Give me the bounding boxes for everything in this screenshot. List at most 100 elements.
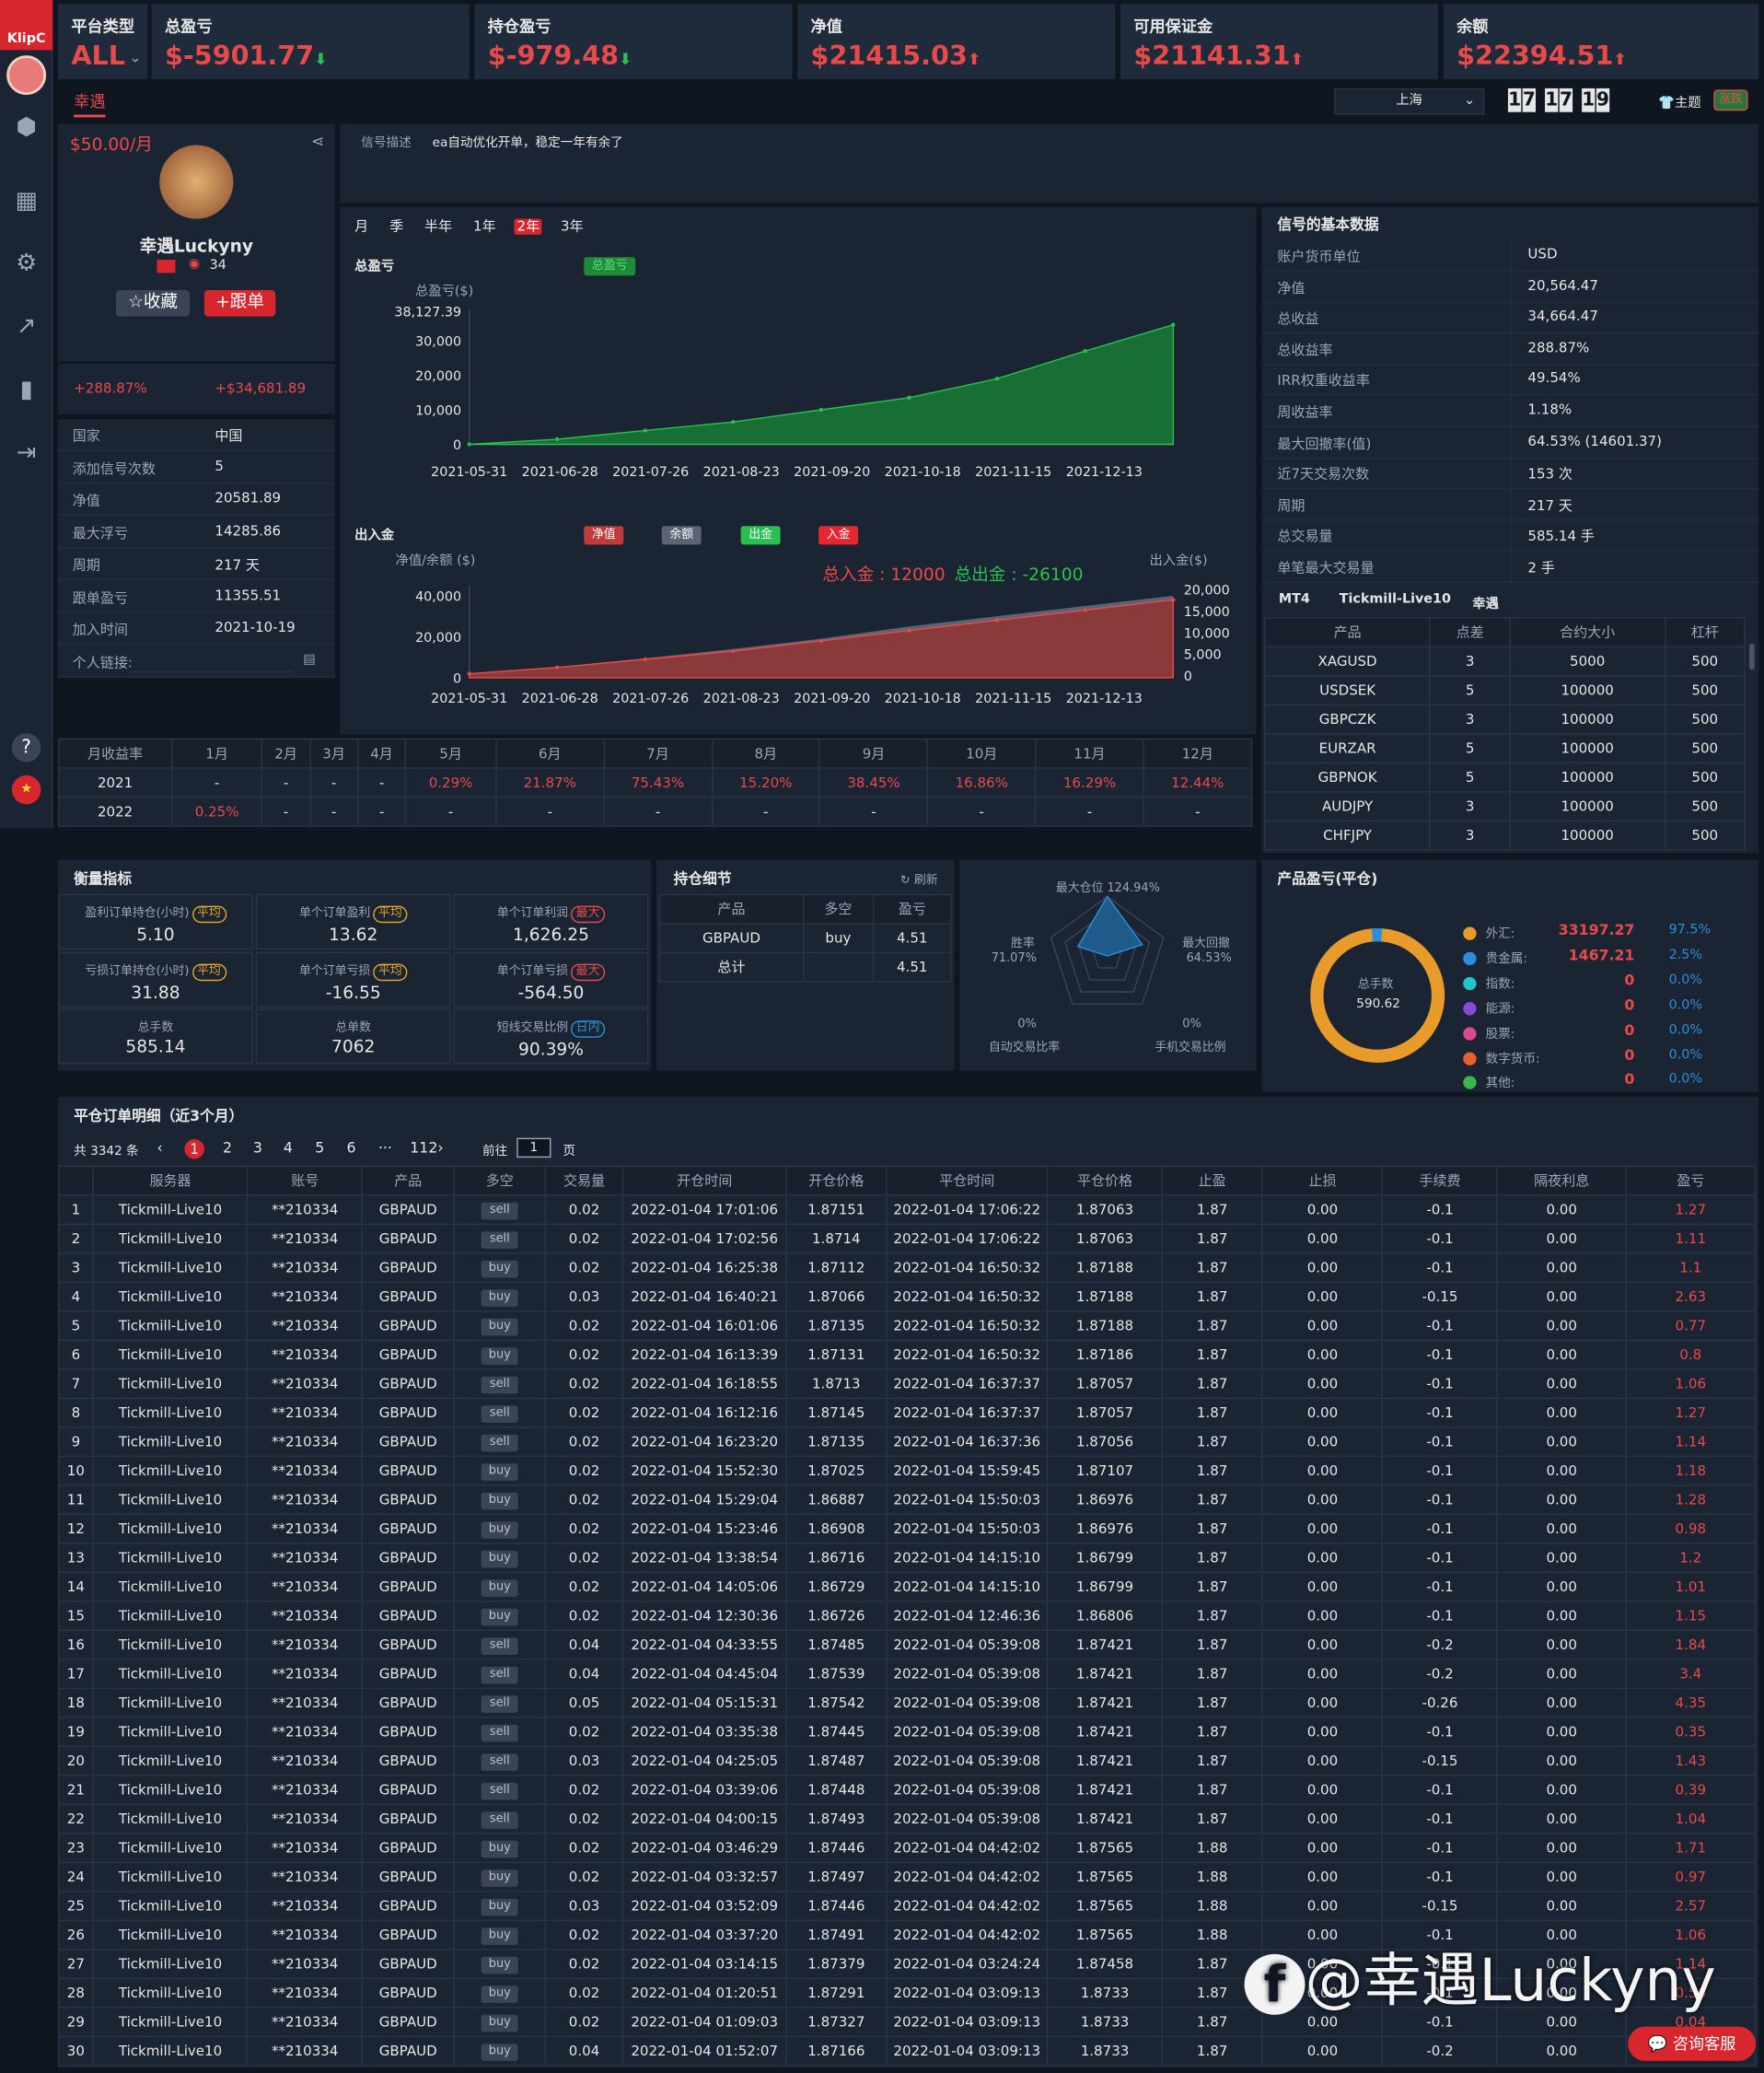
favorite-button[interactable]: ☆收藏: [115, 289, 191, 317]
orders-cell: 0.00: [1496, 1194, 1627, 1226]
table-row[interactable]: 5 Tickmill-Live10 **210334 GBPAUD buy 0.02 202…: [57, 1310, 1757, 1342]
table-row[interactable]: 3 Tickmill-Live10 **210334 GBPAUD buy 0.02 202…: [57, 1252, 1757, 1284]
page-button[interactable]: 3: [252, 1139, 262, 1157]
orders-cell: 0.02: [544, 1252, 624, 1284]
award-icon[interactable]: ⚙: [16, 249, 38, 277]
table-row[interactable]: 22 Tickmill-Live10 **210334 GBPAUD sell 0.02 2…: [57, 1803, 1757, 1834]
table-row[interactable]: 7 Tickmill-Live10 **210334 GBPAUD sell 0.02 20…: [57, 1368, 1757, 1400]
orders-cell: 18: [57, 1687, 94, 1718]
product-row[interactable]: XAGUSD 3 5000 500: [1264, 646, 1746, 677]
page-button[interactable]: 2: [222, 1139, 232, 1157]
orders-cell: 2022-01-04 04:42:02: [886, 1919, 1049, 1951]
user-avatar[interactable]: [6, 55, 47, 96]
bar-chart-icon[interactable]: ▮: [19, 376, 33, 404]
theme-button[interactable]: 👕主题: [1658, 91, 1700, 111]
page-button[interactable]: 6: [346, 1139, 356, 1157]
table-row[interactable]: 24 Tickmill-Live10 **210334 GBPAUD buy 0.02 20…: [57, 1861, 1757, 1892]
prev-page-button[interactable]: ‹: [157, 1139, 163, 1157]
table-row[interactable]: 10 Tickmill-Live10 **210334 GBPAUD buy 0.02 20…: [57, 1455, 1757, 1486]
platform-type-selector[interactable]: 平台类型 ALL ⌄: [57, 4, 148, 79]
signal-icon[interactable]: ⬢: [16, 113, 37, 142]
orders-cell: 0.02: [544, 2007, 624, 2038]
basic-data-value: 288.87%: [1527, 340, 1590, 356]
rise-label: 涨跌: [1719, 93, 1743, 107]
grid-icon[interactable]: ▦: [15, 187, 38, 215]
period-tab[interactable]: 1年: [473, 218, 496, 235]
period-tab[interactable]: 3年: [561, 218, 584, 235]
table-row[interactable]: 19 Tickmill-Live10 **210334 GBPAUD sell 0.02 2…: [57, 1717, 1757, 1748]
orders-cell: 1.2: [1625, 1543, 1757, 1574]
period-tab[interactable]: 季: [389, 218, 404, 235]
holdings-row[interactable]: GBPAUD buy 4.51: [658, 923, 952, 954]
chart2-legend-item[interactable]: 余额: [661, 526, 702, 545]
orders-cell: **210334: [247, 1427, 364, 1458]
product-cell: 3: [1429, 791, 1511, 821]
table-row[interactable]: 12 Tickmill-Live10 **210334 GBPAUD buy 0.02 20…: [57, 1513, 1757, 1544]
page-button[interactable]: 4: [283, 1139, 293, 1157]
table-row[interactable]: 30 Tickmill-Live10 **210334 GBPAUD buy 0.04 20…: [57, 2035, 1757, 2067]
goto-page-input[interactable]: 1: [516, 1137, 551, 1159]
period-tab[interactable]: 半年: [424, 218, 453, 235]
page-button[interactable]: 1: [184, 1139, 204, 1159]
table-row[interactable]: 15 Tickmill-Live10 **210334 GBPAUD buy 0.02 20…: [57, 1601, 1757, 1632]
product-cell: 5: [1429, 733, 1511, 763]
table-row[interactable]: 13 Tickmill-Live10 **210334 GBPAUD buy 0.02 20…: [57, 1543, 1757, 1574]
table-row[interactable]: 23 Tickmill-Live10 **210334 GBPAUD buy 0.02 20…: [57, 1833, 1757, 1864]
period-tab[interactable]: 月: [354, 218, 369, 235]
table-row[interactable]: 26 Tickmill-Live10 **210334 GBPAUD buy 0.02 20…: [57, 1919, 1757, 1951]
follow-button[interactable]: +跟单: [203, 289, 276, 317]
page-button[interactable]: 5: [315, 1139, 325, 1157]
period-tab[interactable]: 2年: [514, 218, 542, 235]
table-row[interactable]: 11 Tickmill-Live10 **210334 GBPAUD buy 0.02 20…: [57, 1485, 1757, 1516]
table-row[interactable]: 2 Tickmill-Live10 **210334 GBPAUD sell 0.02 20…: [57, 1223, 1757, 1254]
help-icon[interactable]: ?: [11, 733, 41, 763]
measure-label: 总单数: [257, 1018, 449, 1035]
logout-icon[interactable]: ⇥: [16, 438, 37, 467]
table-row[interactable]: 14 Tickmill-Live10 **210334 GBPAUD buy 0.02 20…: [57, 1571, 1757, 1602]
personal-link-input[interactable]: [132, 648, 293, 672]
product-row[interactable]: CHFJPY 3 100000 500: [1264, 820, 1746, 851]
brand-logo[interactable]: KlipC: [0, 0, 53, 51]
orders-cell: **210334: [247, 2007, 364, 2038]
table-row[interactable]: 1 Tickmill-Live10 **210334 GBPAUD sell 0.02 20…: [57, 1194, 1757, 1226]
chart1-legend[interactable]: 总盈亏: [584, 257, 636, 276]
table-row[interactable]: 8 Tickmill-Live10 **210334 GBPAUD sell 0.02 20…: [57, 1397, 1757, 1428]
table-row[interactable]: 9 Tickmill-Live10 **210334 GBPAUD sell 0.02 20…: [57, 1427, 1757, 1458]
product-table-scrollbar[interactable]: [1748, 643, 1755, 670]
product-row[interactable]: USDSEK 5 100000 500: [1264, 675, 1746, 705]
product-row[interactable]: AUDJPY 3 100000 500: [1264, 791, 1746, 821]
chart2-legend-item[interactable]: 出金: [740, 526, 781, 545]
table-row[interactable]: 18 Tickmill-Live10 **210334 GBPAUD sell 0.05 2…: [57, 1687, 1757, 1718]
product-row[interactable]: EURZAR 5 100000 500: [1264, 733, 1746, 763]
table-row[interactable]: 4 Tickmill-Live10 **210334 GBPAUD buy 0.03 202…: [57, 1281, 1757, 1312]
refresh-button[interactable]: ↻ 刷新: [900, 870, 938, 887]
holdings-row[interactable]: 总计 4.51: [658, 951, 952, 983]
legend-dot: [1463, 1026, 1477, 1041]
table-row[interactable]: 21 Tickmill-Live10 **210334 GBPAUD sell 0.02 2…: [57, 1775, 1757, 1806]
product-row[interactable]: GBPCZK 3 100000 500: [1264, 704, 1746, 735]
page-button[interactable]: 112: [410, 1139, 438, 1157]
copy-icon[interactable]: ▤: [303, 652, 316, 667]
table-row[interactable]: 17 Tickmill-Live10 **210334 GBPAUD sell 0.04 2…: [57, 1659, 1757, 1690]
trend-icon[interactable]: ↗: [16, 312, 37, 341]
page-button[interactable]: ···: [377, 1139, 392, 1157]
table-row[interactable]: 20 Tickmill-Live10 **210334 GBPAUD sell 0.03 2…: [57, 1745, 1757, 1776]
service-button[interactable]: 💬 咨询客服: [1628, 2026, 1757, 2061]
china-flag-icon[interactable]: ★: [11, 774, 41, 805]
table-row[interactable]: 28 Tickmill-Live10 **210334 GBPAUD buy 0.02 20…: [57, 1977, 1757, 2009]
direction-badge: buy: [481, 1898, 519, 1916]
table-row[interactable]: 16 Tickmill-Live10 **210334 GBPAUD sell 0.04 2…: [57, 1629, 1757, 1660]
next-page-button[interactable]: ›: [437, 1139, 444, 1157]
city-select[interactable]: 上海 ⌄: [1333, 87, 1485, 115]
share-icon[interactable]: ⋖: [310, 132, 325, 151]
orders-cell: 1.8733: [1047, 2007, 1163, 2038]
chart2-legend-item[interactable]: 净值: [584, 526, 624, 545]
product-row[interactable]: GBPNOK 5 100000 500: [1264, 762, 1746, 793]
chart2-legend-item[interactable]: 入金: [818, 526, 859, 545]
rise-fall-toggle[interactable]: 涨跌: [1713, 89, 1748, 111]
table-row[interactable]: 25 Tickmill-Live10 **210334 GBPAUD buy 0.03 20…: [57, 1891, 1757, 1922]
tab-xingyu[interactable]: 幸遇: [74, 89, 106, 118]
table-row[interactable]: 29 Tickmill-Live10 **210334 GBPAUD buy 0.02 20…: [57, 2007, 1757, 2038]
table-row[interactable]: 6 Tickmill-Live10 **210334 GBPAUD buy 0.02 202…: [57, 1339, 1757, 1370]
measure-label-text: 总单数: [335, 1021, 372, 1035]
